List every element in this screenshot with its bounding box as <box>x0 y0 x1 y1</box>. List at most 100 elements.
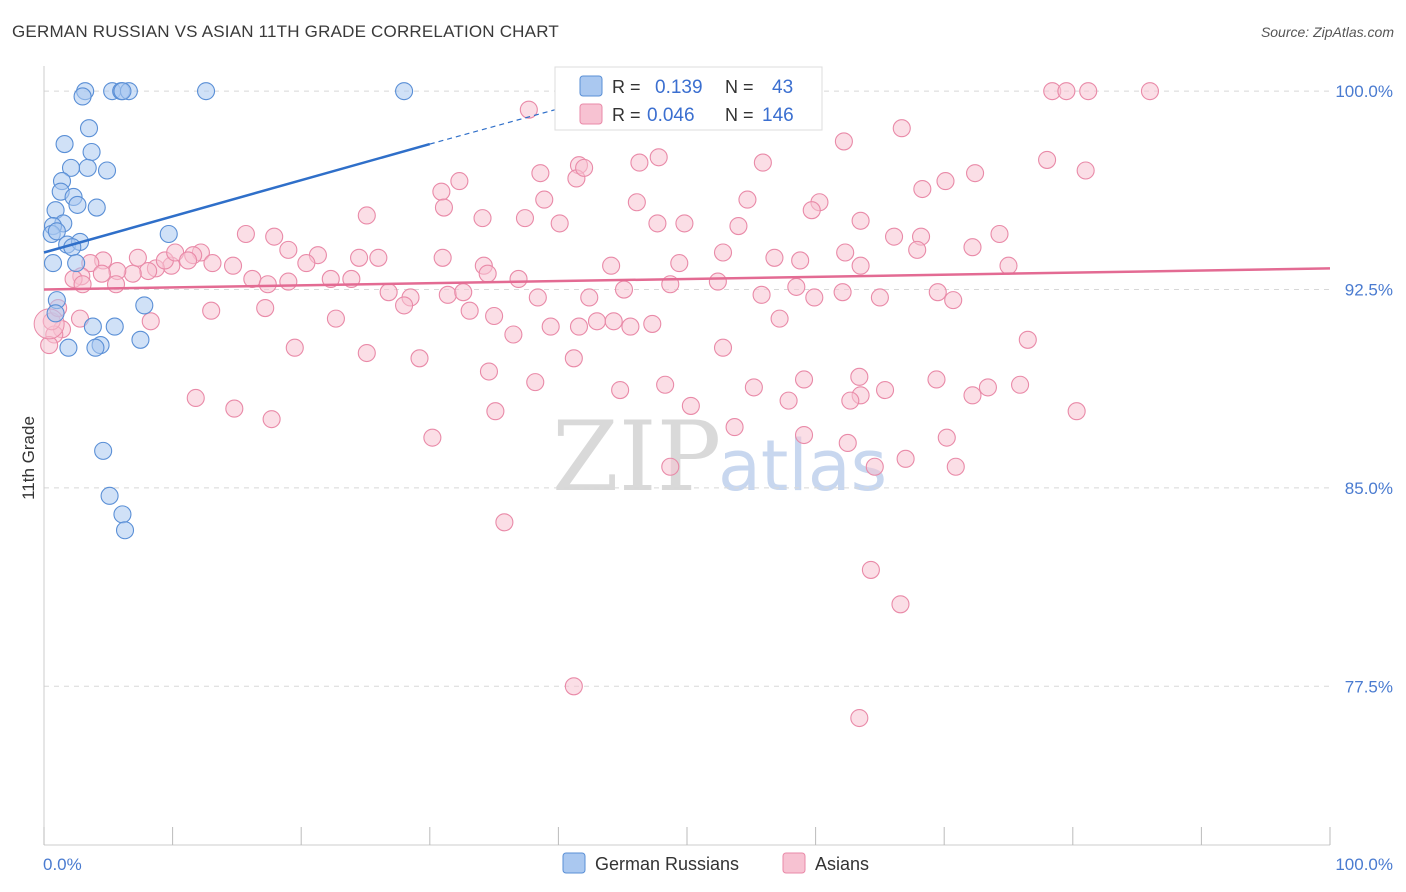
asians-point <box>357 343 376 363</box>
asians-point <box>479 362 499 381</box>
asians-point <box>670 254 689 273</box>
german-russians-point <box>78 158 97 177</box>
asians-point <box>841 391 860 410</box>
asians-point <box>178 251 198 270</box>
asians-point <box>794 370 814 389</box>
german-russians-point <box>105 317 124 336</box>
german-russians-point <box>68 195 87 214</box>
legend-swatch-asians <box>579 103 603 125</box>
legend-n-value-asians: 146 <box>762 105 794 126</box>
asians-point <box>850 367 869 386</box>
asians-point <box>279 240 298 259</box>
asians-point <box>379 283 398 302</box>
german-russians-point <box>86 338 105 357</box>
legend-n-value-german-russians: 43 <box>772 77 793 98</box>
asians-point <box>326 309 345 328</box>
trend-line-asians <box>43 267 1331 291</box>
asians-point <box>865 457 884 476</box>
asians-point <box>106 275 126 294</box>
axes <box>43 66 1331 846</box>
y-tick-labels: 100.0% 92.5% 85.0% 77.5% <box>1335 82 1393 696</box>
german-russians-point <box>135 296 154 315</box>
german-russians-points <box>42 82 414 540</box>
asians-point <box>729 217 748 236</box>
asians-point <box>123 264 142 283</box>
bottom-legend-asians: Asians <box>815 854 869 874</box>
asians-point <box>279 272 298 291</box>
asians-point <box>946 457 965 476</box>
asians-point <box>460 301 479 320</box>
german-russians-point <box>67 254 86 273</box>
asians-point <box>580 288 599 307</box>
asians-point <box>256 299 275 318</box>
legend-swatch-german-russians <box>579 75 603 97</box>
asians-point <box>395 296 414 315</box>
grid-lines <box>44 90 1330 687</box>
asians-point <box>802 201 821 220</box>
asians-point <box>486 402 505 421</box>
german-russians-point <box>196 82 216 101</box>
asians-point <box>630 153 649 172</box>
chart-source: Source: ZipAtlas.com <box>1260 24 1394 40</box>
asians-point <box>805 288 824 307</box>
asians-point <box>166 243 185 262</box>
y-tick-label: 100.0% <box>1335 82 1393 101</box>
asians-point <box>495 513 514 532</box>
bottom-legend-swatch-german-russians <box>562 852 586 874</box>
asians-point <box>908 240 927 259</box>
asians-point <box>834 132 853 151</box>
legend-r-value-german-russians: 0.139 <box>655 77 703 98</box>
asians-point <box>861 560 880 579</box>
asians-point <box>927 370 946 389</box>
german-russians-point <box>73 87 92 106</box>
asians-point <box>744 378 763 397</box>
asians-point <box>528 288 547 307</box>
asians-point <box>438 285 457 304</box>
asians-point <box>779 391 798 410</box>
asians-point <box>575 158 594 177</box>
legend-r-label: R = <box>612 77 641 97</box>
asians-point <box>875 381 895 400</box>
asians-point <box>564 349 583 368</box>
german-russians-point <box>47 222 66 241</box>
chart-title: GERMAN RUSSIAN VS ASIAN 11TH GRADE CORRE… <box>12 22 559 41</box>
asians-point <box>203 254 222 273</box>
stats-legend: R = 0.139 N = 43 R = 0.046 N = 146 <box>554 66 823 131</box>
asians-point <box>550 214 569 233</box>
asians-point <box>884 227 904 246</box>
asians-points <box>33 82 1160 728</box>
asians-point <box>675 214 694 233</box>
asians-point <box>454 283 473 302</box>
watermark-zip: ZIP <box>552 401 721 513</box>
asians-point <box>369 248 388 267</box>
german-russians-point <box>97 161 117 180</box>
asians-point <box>350 248 369 267</box>
asians-point <box>643 314 662 333</box>
asians-point <box>433 248 452 267</box>
asians-point <box>621 317 640 336</box>
german-russians-point <box>82 142 101 162</box>
asians-point <box>602 256 621 275</box>
asians-point <box>752 285 771 304</box>
asians-point <box>770 309 789 328</box>
german-russians-point <box>55 135 74 154</box>
german-russians-point <box>131 330 150 349</box>
x-tick-label-max: 100.0% <box>1335 855 1393 874</box>
asians-point <box>258 275 277 294</box>
asians-point <box>504 325 523 344</box>
asians-point <box>627 193 646 212</box>
y-tick-label: 92.5% <box>1345 281 1393 300</box>
asians-point <box>963 386 982 405</box>
asians-point <box>473 209 492 228</box>
asians-point <box>765 248 784 267</box>
asians-point <box>611 381 630 400</box>
bottom-legend-german-russians: German Russians <box>595 854 739 874</box>
asians-point <box>92 264 111 283</box>
asians-point <box>851 211 870 230</box>
asians-point <box>648 214 667 233</box>
asians-point <box>509 269 528 289</box>
asians-point <box>936 172 955 191</box>
asians-point <box>1018 330 1037 349</box>
asians-point <box>1067 402 1086 421</box>
